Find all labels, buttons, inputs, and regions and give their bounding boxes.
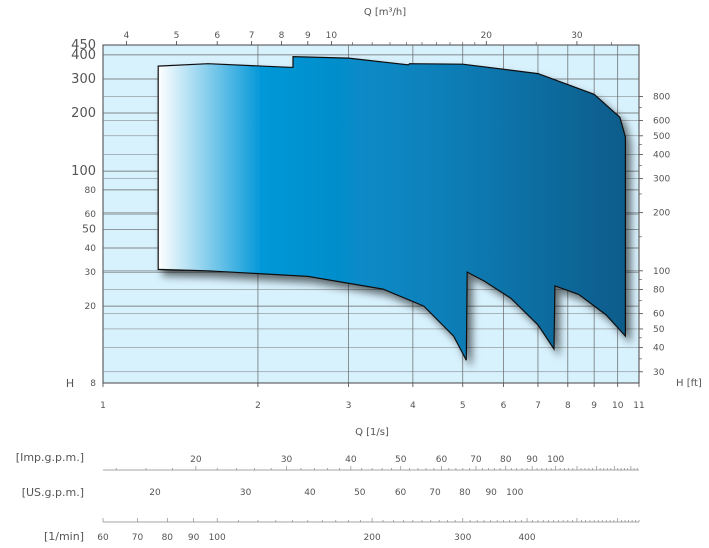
y-left-tick-label: 100: [71, 164, 96, 179]
y-left-tick-label: 40: [85, 244, 97, 254]
y-right-tick-label: 600: [653, 117, 670, 127]
x-top-tick-label: 30: [571, 31, 583, 41]
flow-scale-label: 50: [395, 455, 407, 465]
flow-scale-title: [Imp.g.p.m.]: [16, 451, 84, 464]
y-right-tick-label: 40: [653, 344, 665, 354]
y-left-tick-label: 8: [90, 379, 96, 389]
flow-scale-label: 70: [132, 533, 144, 543]
y-right-tick-label: 50: [653, 325, 665, 335]
x-bottom-tick-label: 11: [633, 401, 644, 411]
x-bottom-tick-label: 7: [535, 401, 541, 411]
flow-scale-label: 80: [459, 488, 471, 498]
flow-scale-label: 100: [209, 533, 226, 543]
x-top-axis-title: Q [m³/h]: [364, 7, 406, 18]
flow-scale-label: 200: [364, 533, 381, 543]
flow-scale-title: [1/min]: [44, 530, 84, 543]
x-bottom-tick-label: 8: [565, 401, 571, 411]
flow-scale-label: 90: [188, 533, 200, 543]
y-right-tick-label: 30: [653, 368, 665, 378]
flow-scale-label: 90: [485, 488, 497, 498]
x-bottom-axis-title: Q [1/s]: [355, 427, 389, 438]
x-top-tick-label: 20: [481, 31, 493, 41]
flow-scale-label: 60: [97, 533, 109, 543]
x-top-tick-label: 5: [174, 31, 180, 41]
x-top-tick-label: 4: [124, 31, 130, 41]
flow-scale-label: 100: [547, 455, 564, 465]
flow-scale-label: 20: [190, 455, 202, 465]
flow-scale-label: 400: [518, 533, 535, 543]
y-left-axis-title: H: [66, 377, 74, 390]
flow-scale-label: 80: [500, 455, 512, 465]
y-right-tick-label: 500: [653, 132, 670, 142]
axis-labels: Q [m³/h] Q [1/s] H H [ft]: [66, 7, 702, 438]
x-bottom-tick-label: 5: [460, 401, 466, 411]
x-bottom-tick-label: 4: [410, 401, 416, 411]
flow-scale-label: 300: [454, 533, 471, 543]
flow-scale-label: 40: [345, 455, 357, 465]
x-bottom-tick-label: 9: [591, 401, 597, 411]
x-bottom-tick-label: 2: [255, 401, 261, 411]
y-left-tick-label: 50: [82, 222, 96, 235]
x-bottom-tick-label: 1: [100, 401, 106, 411]
x-top-tick-label: 10: [326, 31, 338, 41]
y-right-tick-label: 200: [653, 209, 670, 219]
x-top-tick-label: 6: [214, 31, 220, 41]
flow-scale-label: 100: [506, 488, 523, 498]
flow-scale-label: 70: [470, 455, 482, 465]
x-bottom-tick-label: 3: [346, 401, 352, 411]
flow-scale-label: 90: [526, 455, 538, 465]
flow-scale-label: 20: [149, 488, 161, 498]
y-left-tick-label: 20: [85, 302, 97, 312]
y-right-tick-label: 100: [653, 267, 670, 277]
y-right-tick-label: 400: [653, 151, 670, 161]
y-left-tick-label: 450: [71, 38, 96, 53]
x-top-tick-label: 9: [305, 31, 311, 41]
y-right-tick-label: 300: [653, 175, 670, 185]
x-bottom-tick-label: 6: [501, 401, 507, 411]
y-right-tick-label: 80: [653, 286, 665, 296]
y-left-tick-label: 30: [85, 268, 97, 278]
axis-ticks: 1 2 3 4 5 6 7 8 9 10 11 4 5 6 7 8 9 10 20 30 8 20 30 40 50 60 80 10…: [71, 31, 670, 411]
flow-conversion-scales: [Imp.g.p.m.] 20 30 40 50 60 70 80 90 100 [US.g.p.m…: [16, 451, 640, 543]
y-left-tick-label: 60: [85, 210, 97, 220]
flow-scale-label: 60: [436, 455, 448, 465]
x-top-tick-label: 8: [279, 31, 285, 41]
y-left-tick-label: 80: [85, 186, 97, 196]
flow-scale-label: 30: [281, 455, 293, 465]
y-right-axis-title: H [ft]: [676, 378, 702, 389]
flow-scale-title: [US.g.p.m.]: [22, 486, 84, 499]
flow-scale-label: 80: [162, 533, 174, 543]
y-right-tick-label: 60: [653, 310, 665, 320]
y-left-tick-label: 400: [71, 48, 96, 63]
y-right-tick-label: 800: [653, 92, 670, 102]
flow-scale-label: 60: [395, 488, 407, 498]
performance-envelope: [157, 55, 626, 361]
flow-scale-label: 30: [240, 488, 252, 498]
curve-layer: [157, 55, 626, 361]
x-top-tick-label: 7: [249, 31, 255, 41]
y-left-tick-label: 300: [71, 72, 96, 87]
flow-scale-label: 70: [429, 488, 441, 498]
flow-scale-label: 50: [354, 488, 366, 498]
y-left-tick-label: 200: [71, 106, 96, 121]
flow-scale-label: 40: [304, 488, 316, 498]
x-bottom-tick-label: 10: [612, 401, 624, 411]
